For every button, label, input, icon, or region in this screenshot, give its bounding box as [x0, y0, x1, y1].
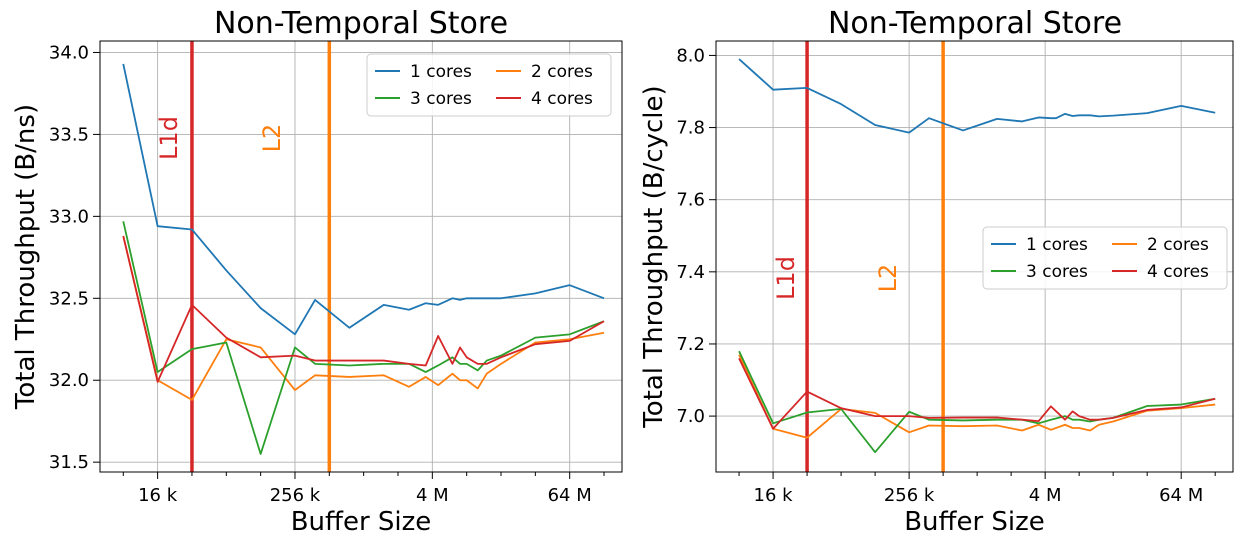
vline-label-l1d: L1d — [772, 256, 800, 300]
legend: 1 cores 3 cores 2 cores 4 cores — [366, 53, 612, 117]
series-line-4-cores — [738, 357, 1216, 430]
x-tick-label: 256 k — [884, 485, 935, 506]
series-line-3-cores — [122, 221, 605, 455]
y-tick-label: 7.8 — [676, 118, 705, 139]
x-tick-label: 16 k — [138, 485, 178, 506]
chart-panel-2: 16 k 256 k 4 M 64 M 7.0 7.2 7.4 7.6 7.8 8.0 L1d L2 1… — [639, 6, 1234, 537]
chart-panel-1: 16 k 256 k 4 M 64 M 31.5 32.0 32.5 33.0 33.5 34.0… — [11, 6, 623, 537]
x-axis-label: Buffer Size — [291, 507, 432, 537]
ticks — [709, 54, 1216, 479]
series-line-4-cores — [122, 235, 605, 383]
vline-label-l2: L2 — [874, 264, 902, 293]
series-line-2-cores — [738, 354, 1216, 439]
legend-label: 3 cores — [410, 89, 472, 109]
chart-title: Non-Temporal Store — [828, 6, 1122, 41]
y-tick-label: 32.5 — [49, 288, 89, 309]
x-tick-label: 64 M — [1159, 485, 1203, 506]
ticks — [93, 51, 605, 479]
y-tick-label: 8.0 — [676, 45, 705, 66]
legend-label: 1 cores — [410, 62, 472, 82]
x-axis-label: Buffer Size — [904, 507, 1045, 537]
x-tick-label: 4 M — [1029, 485, 1062, 506]
y-axis-label: Total Throughput (B/cycle) — [639, 85, 669, 428]
plot-frame — [99, 40, 623, 473]
y-tick-label: 32.0 — [49, 370, 89, 391]
y-tick-label: 34.0 — [49, 42, 89, 63]
x-tick-label: 64 M — [548, 485, 592, 506]
y-tick-label: 7.4 — [676, 262, 705, 283]
series-lines — [738, 58, 1216, 454]
legend-label: 2 cores — [1147, 235, 1209, 255]
legend-label: 4 cores — [531, 89, 593, 109]
y-tick-label: 7.6 — [676, 190, 705, 211]
y-tick-label: 7.0 — [676, 406, 705, 427]
y-tick-label: 7.2 — [676, 334, 705, 355]
y-tick-label: 33.5 — [49, 124, 89, 145]
chart-title: Non-Temporal Store — [214, 6, 508, 41]
vline-label-l2: L2 — [258, 124, 286, 153]
plot-frame — [715, 40, 1234, 473]
y-axis-label: Total Throughput (B/ns) — [11, 104, 41, 410]
legend: 1 cores 3 cores 2 cores 4 cores — [982, 226, 1228, 290]
y-tick-label: 33.0 — [49, 206, 89, 227]
series-line-1-cores — [122, 63, 605, 336]
x-tick-label: 4 M — [416, 485, 449, 506]
series-line-2-cores — [122, 235, 605, 401]
legend-box — [982, 226, 1228, 290]
legend-label: 2 cores — [531, 62, 593, 82]
series-line-1-cores — [738, 58, 1216, 134]
legend-label: 1 cores — [1026, 235, 1088, 255]
legend-label: 3 cores — [1026, 262, 1088, 282]
series-line-3-cores — [738, 350, 1216, 454]
x-tick-label: 16 k — [754, 485, 794, 506]
legend-box — [366, 53, 612, 117]
y-tick-label: 31.5 — [49, 452, 89, 473]
vline-label-l1d: L1d — [155, 116, 183, 160]
x-tick-label: 256 k — [270, 485, 321, 506]
legend-label: 4 cores — [1147, 262, 1209, 282]
series-lines — [122, 63, 605, 455]
